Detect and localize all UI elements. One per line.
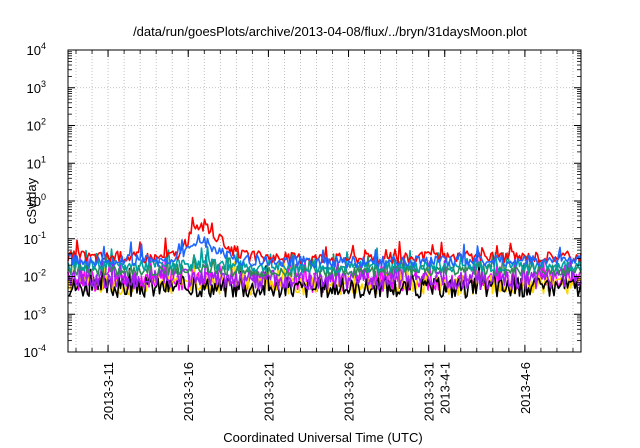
y-tick-label: 101 — [27, 154, 46, 171]
y-tick-label: 10-3 — [24, 305, 46, 322]
y-tick-label: 10-1 — [24, 230, 46, 247]
x-tick-label: 2013-3-31 — [422, 362, 437, 421]
x-axis-label: Coordinated Universal Time (UTC) — [223, 430, 422, 445]
y-tick-label: 10-4 — [24, 343, 46, 360]
chart-title: /data/run/goesPlots/archive/2013-04-08/f… — [133, 24, 527, 39]
y-axis-label: cSv/day — [24, 177, 39, 224]
series-line — [67, 234, 582, 269]
x-tick-label: 2013-4-6 — [518, 362, 533, 414]
x-tick-label: 2013-4-1 — [438, 362, 453, 414]
y-tick-label: 102 — [27, 117, 46, 134]
series-line — [67, 265, 582, 299]
plot-frame — [67, 49, 582, 353]
grid — [68, 50, 581, 352]
x-tick-label: 2013-3-11 — [101, 362, 116, 420]
y-tick-label: 100 — [27, 192, 46, 209]
x-tick-label: 2013-3-26 — [342, 362, 357, 421]
y-tick-label: 103 — [27, 79, 46, 96]
x-tick-label: 2013-3-21 — [261, 362, 276, 421]
series-layer — [67, 216, 582, 299]
x-tick-label: 2013-3-16 — [181, 362, 196, 421]
y-tick-label: 10-2 — [24, 268, 46, 285]
y-axis: 10-4 10-3 10-2 10-1 100 101 102 103 104 — [24, 41, 581, 360]
y-tick-label: 104 — [27, 41, 46, 58]
series-line — [67, 252, 582, 278]
x-axis: 2013-3-11 2013-3-16 2013-3-21 2013-3-26 2013… — [75, 50, 574, 421]
